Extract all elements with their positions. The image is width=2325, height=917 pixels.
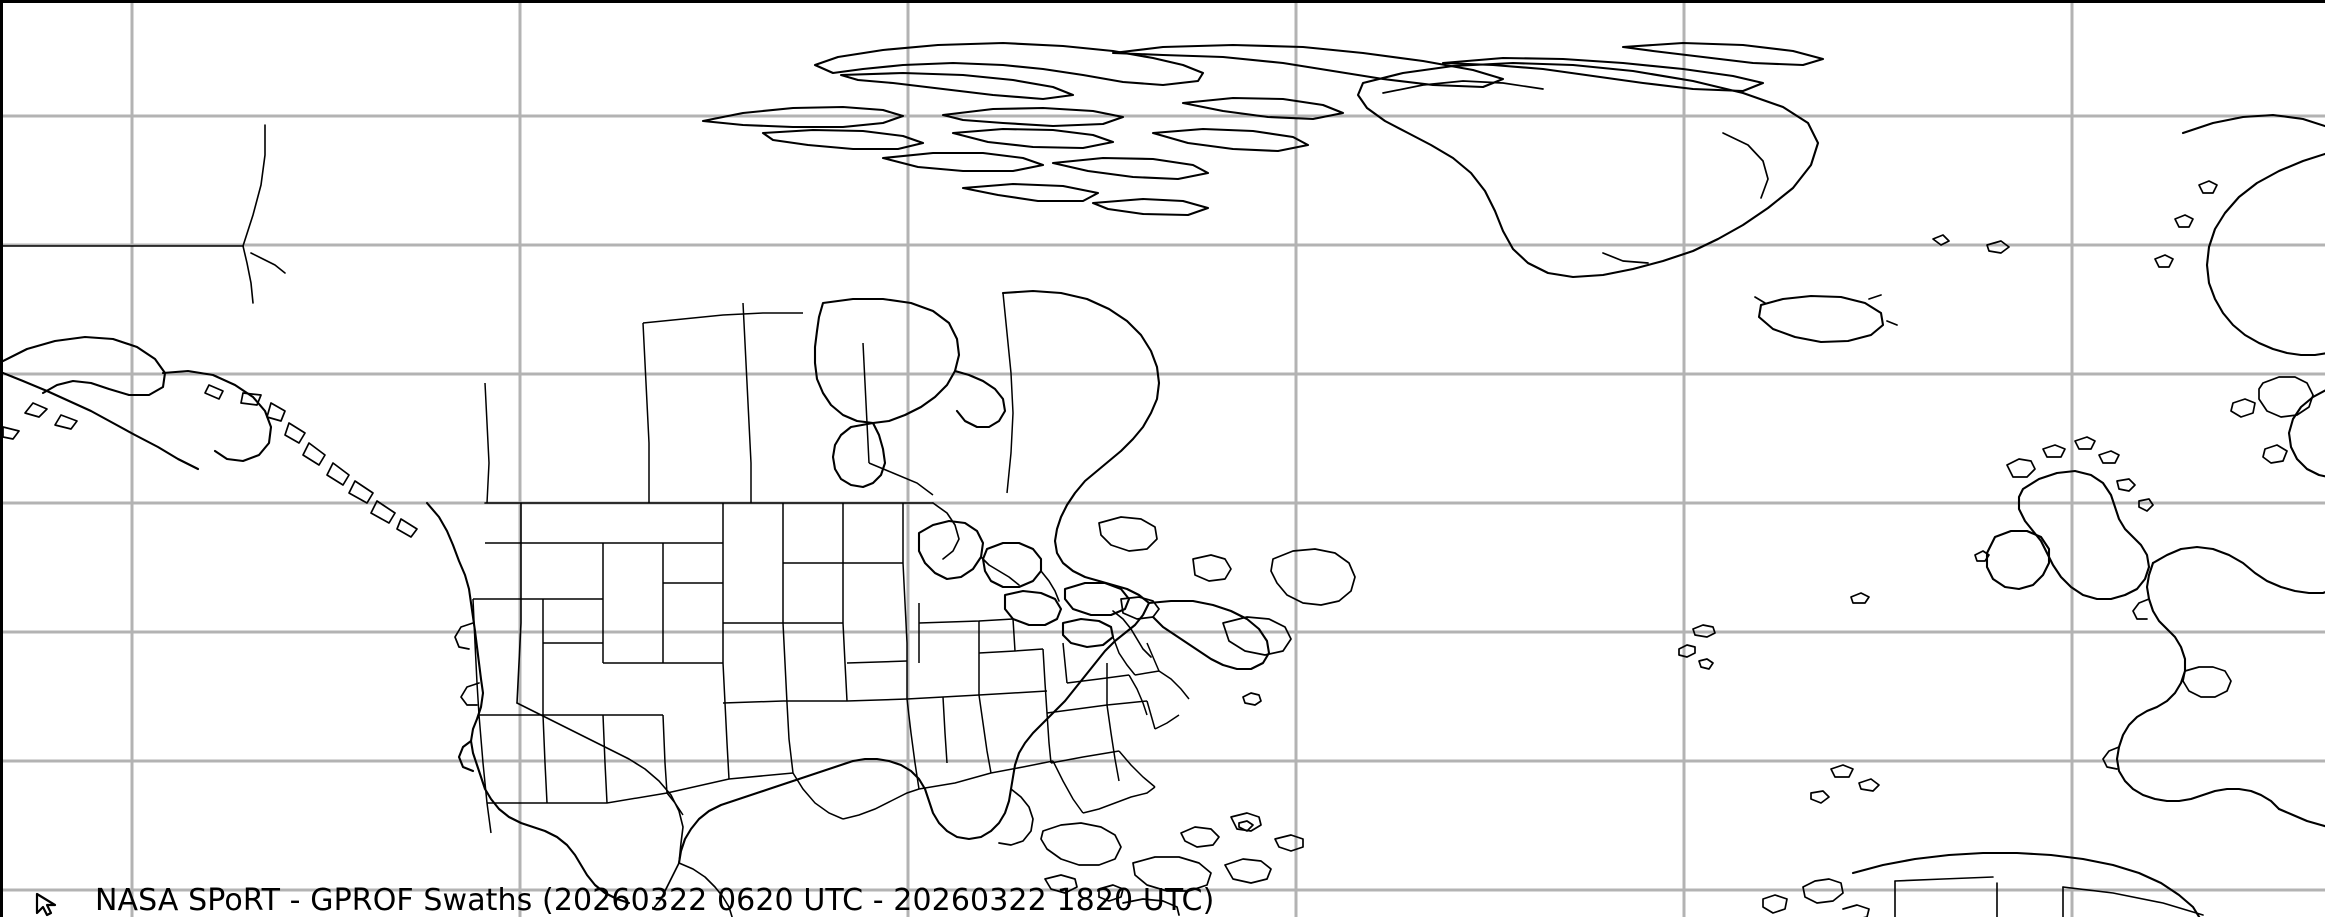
- west-coast-north-america: [425, 501, 631, 905]
- north-africa-coastline: [1762, 851, 2201, 917]
- eastern-canada-coastline: [1001, 289, 1356, 671]
- western-europe-coastline: [2102, 545, 2325, 828]
- great-lakes: [917, 519, 1160, 649]
- canadian-province-borders: [484, 292, 1014, 504]
- arctic-archipelago-coastlines: [701, 41, 1825, 217]
- british-isles-coastline: [1974, 436, 2154, 601]
- alaska-coastline: [3, 335, 418, 538]
- map-canvas[interactable]: [3, 3, 2325, 917]
- greenland-coastline: [1356, 61, 1820, 279]
- scandinavia-coastline: [2154, 113, 2325, 478]
- graticule-layer: [3, 3, 2325, 917]
- us-east-gulf-coastline: [652, 601, 1304, 916]
- iceland-coastline: [1754, 294, 1898, 344]
- hudson-bay-coastline: [813, 297, 1007, 489]
- mexico-borders: [678, 862, 733, 917]
- atlantic-islands: [1238, 234, 2010, 832]
- map-svg: [3, 3, 2325, 917]
- africa-borders: [1894, 876, 2204, 917]
- us-state-borders: [472, 503, 1190, 834]
